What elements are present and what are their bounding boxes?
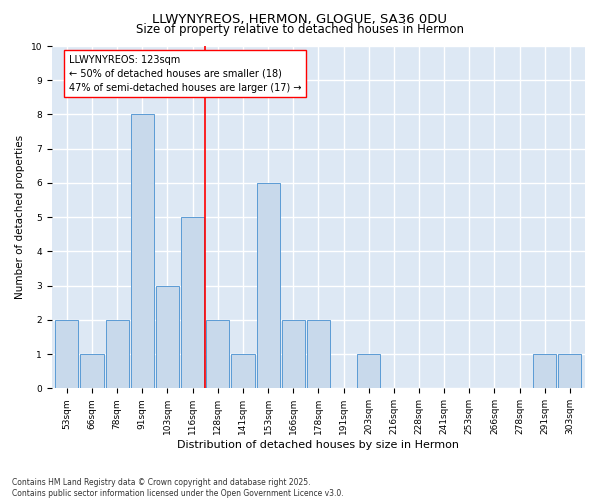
Bar xyxy=(559,354,581,388)
Text: Contains HM Land Registry data © Crown copyright and database right 2025.
Contai: Contains HM Land Registry data © Crown c… xyxy=(12,478,344,498)
Bar xyxy=(156,286,179,389)
Bar xyxy=(257,183,280,388)
Bar xyxy=(106,320,129,388)
Bar xyxy=(232,354,254,388)
X-axis label: Distribution of detached houses by size in Hermon: Distribution of detached houses by size … xyxy=(178,440,460,450)
Text: LLWYNYREOS, HERMON, GLOGUE, SA36 0DU: LLWYNYREOS, HERMON, GLOGUE, SA36 0DU xyxy=(152,12,448,26)
Bar xyxy=(80,354,104,388)
Bar xyxy=(533,354,556,388)
Bar xyxy=(357,354,380,388)
Bar xyxy=(206,320,229,388)
Bar xyxy=(131,114,154,388)
Bar xyxy=(181,217,204,388)
Text: Size of property relative to detached houses in Hermon: Size of property relative to detached ho… xyxy=(136,22,464,36)
Y-axis label: Number of detached properties: Number of detached properties xyxy=(15,135,25,299)
Text: LLWYNYREOS: 123sqm
← 50% of detached houses are smaller (18)
47% of semi-detache: LLWYNYREOS: 123sqm ← 50% of detached hou… xyxy=(69,54,301,92)
Bar xyxy=(281,320,305,388)
Bar xyxy=(307,320,330,388)
Bar xyxy=(55,320,79,388)
